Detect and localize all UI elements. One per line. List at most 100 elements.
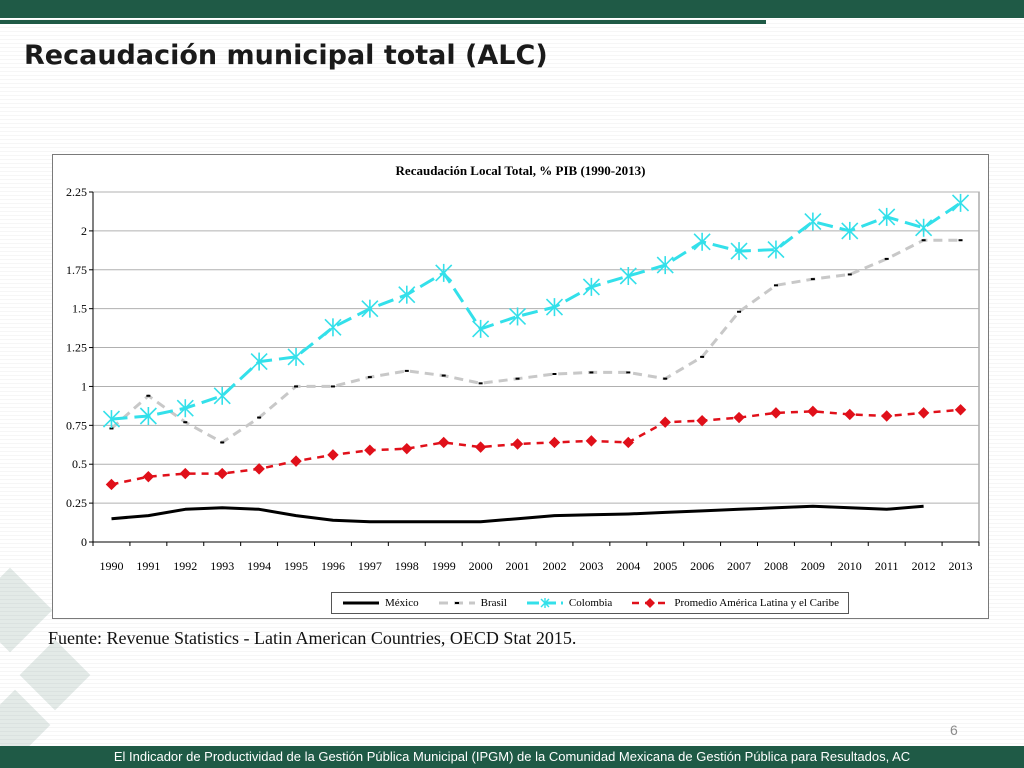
x-tick-label: 2009	[801, 559, 825, 573]
source-note: Fuente: Revenue Statistics - Latin Ameri…	[48, 628, 577, 648]
data-point-promedio	[622, 436, 634, 449]
legend-item-colombia: Colombia	[525, 597, 612, 609]
data-point-colombia	[508, 307, 527, 326]
x-tick-label: 2011	[875, 559, 899, 573]
data-point-promedio	[438, 436, 450, 449]
x-tick-label: 1993	[210, 559, 234, 573]
data-point-colombia	[250, 352, 268, 371]
data-point-colombia	[841, 221, 859, 240]
data-point-promedio	[659, 416, 671, 428]
x-tick-label: 2013	[949, 559, 973, 573]
x-tick-label: 2002	[542, 559, 566, 573]
x-tick-label: 1998	[395, 559, 419, 573]
x-tick-label: 1994	[247, 559, 271, 573]
x-tick-label: 1997	[358, 559, 382, 573]
legend-item-brasil: Brasil	[437, 597, 507, 609]
x-tick-label: 2004	[616, 559, 640, 573]
series-line-mexico	[111, 504, 924, 524]
data-point-colombia	[435, 263, 453, 282]
y-tick-label: 2	[81, 224, 87, 238]
x-tick-label: 2003	[579, 559, 603, 573]
data-point-colombia	[656, 256, 674, 275]
x-tick-label: 1996	[321, 559, 345, 573]
data-point-colombia	[693, 232, 711, 251]
plot-area	[92, 191, 980, 543]
data-point-promedio	[364, 444, 376, 456]
legend-label-promedio: Promedio América Latina y el Caribe	[674, 597, 839, 609]
x-tick-label: 1999	[432, 559, 456, 573]
title-rule	[0, 20, 766, 24]
top-banner	[0, 0, 1024, 18]
footer-bar: El Indicador de Productividad de la Gest…	[0, 746, 1024, 768]
chart-title: Recaudación Local Total, % PIB (1990-201…	[395, 163, 646, 178]
x-tick-label: 1992	[173, 559, 197, 573]
data-point-promedio	[474, 441, 487, 453]
data-point-promedio	[807, 405, 819, 418]
data-point-promedio	[511, 438, 524, 450]
x-tick-label: 2008	[764, 559, 788, 573]
page-number: 6	[950, 722, 958, 738]
decorative-pattern	[0, 567, 91, 760]
data-point-colombia	[730, 242, 748, 261]
data-point-promedio	[401, 442, 413, 455]
data-point-colombia	[804, 212, 822, 231]
data-point-promedio	[290, 455, 302, 467]
x-tick-label: 2010	[838, 559, 862, 573]
y-tick-label: 1.25	[66, 341, 87, 355]
data-point-colombia	[951, 193, 970, 212]
data-point-colombia	[176, 399, 194, 418]
legend-swatch-promedio	[632, 598, 669, 608]
x-tick-label: 2005	[653, 559, 677, 573]
x-tick-label: 2012	[912, 559, 936, 573]
x-tick-label: 2007	[727, 559, 751, 573]
legend-item-mexico: México	[341, 597, 419, 609]
data-point-colombia	[619, 267, 637, 285]
data-point-colombia	[213, 386, 231, 405]
y-tick-label: 0.75	[66, 418, 87, 432]
data-point-colombia	[545, 298, 564, 317]
data-point-promedio	[696, 414, 708, 427]
data-point-promedio	[770, 407, 782, 419]
data-point-colombia	[472, 319, 490, 338]
data-point-promedio	[881, 410, 893, 422]
y-tick-label: 2.25	[66, 185, 87, 199]
y-tick-label: 0.25	[66, 496, 87, 510]
legend-label-brasil: Brasil	[480, 597, 507, 609]
chart-panel: Recaudación Local Total, % PIB (1990-201…	[52, 154, 989, 619]
data-point-promedio	[216, 467, 228, 480]
x-tick-label: 1995	[284, 559, 308, 573]
data-point-promedio	[733, 411, 745, 424]
data-point-promedio	[954, 404, 967, 416]
data-point-colombia	[361, 299, 379, 318]
series-line-promedio	[111, 408, 961, 486]
legend-item-promedio: Promedio América Latina y el Caribe	[630, 597, 839, 609]
footer-text: El Indicador de Productividad de la Gest…	[113, 749, 911, 764]
data-point-promedio	[253, 463, 265, 475]
line-chart: 0 0.25 0.5 0.75 1 1.25 1.5 1.75 2 2.25 1990 1991 199…	[66, 185, 980, 573]
legend-swatch-colombia	[526, 598, 563, 608]
y-tick-label: 0.5	[72, 457, 87, 471]
x-tick-label: 2000	[469, 559, 493, 573]
legend-swatch-mexico	[343, 601, 379, 605]
x-tick-label: 1991	[136, 559, 160, 573]
data-point-colombia	[139, 407, 157, 425]
x-tick-label: 2001	[506, 559, 530, 573]
series-line-brasil	[110, 238, 961, 444]
data-point-promedio	[105, 478, 118, 491]
y-tick-label: 1.75	[66, 263, 87, 277]
data-point-promedio	[844, 408, 856, 421]
data-point-colombia	[582, 277, 600, 296]
x-tick-label: 1990	[99, 559, 123, 573]
legend-label-colombia: Colombia	[568, 597, 613, 609]
data-point-promedio	[585, 435, 598, 447]
data-point-colombia	[102, 410, 121, 429]
data-point-promedio	[142, 470, 155, 483]
data-point-promedio	[179, 467, 191, 480]
x-tick-label: 2006	[690, 559, 714, 573]
slide-title: Recaudación municipal total (ALC)	[24, 40, 548, 71]
y-tick-label: 1.5	[72, 302, 87, 316]
data-point-promedio	[917, 407, 930, 419]
data-point-colombia	[915, 218, 933, 237]
legend-swatch-brasil	[438, 601, 475, 605]
y-tick-label: 1	[81, 379, 87, 393]
